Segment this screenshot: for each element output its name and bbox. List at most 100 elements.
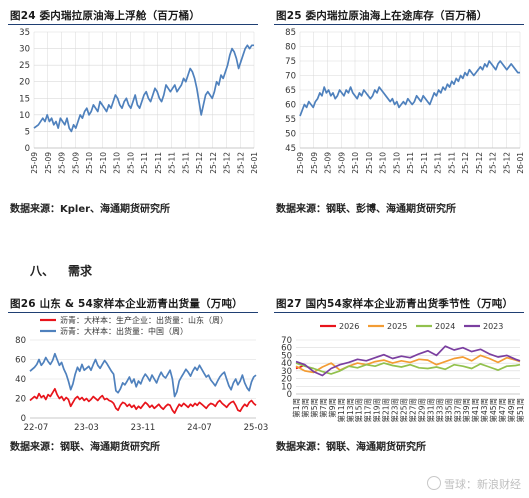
- y-tick-label: 20: [281, 375, 292, 385]
- x-tick-label: 第29周: [416, 398, 426, 423]
- x-tick-label: 第19周: [372, 398, 382, 423]
- x-tick-label: 第25周: [399, 398, 409, 423]
- x-tick-label: 第11周: [336, 398, 346, 423]
- x-tick-label: 第33周: [434, 398, 444, 423]
- watermark-text: 雪球：新浪财经: [444, 478, 521, 491]
- x-tick-label: 25-11: [447, 152, 456, 174]
- y-tick-label: 60: [285, 101, 296, 111]
- figure-title: 图24 委内瑞拉原油海上浮舱（百万桶）: [10, 10, 201, 22]
- title-rule: [8, 24, 258, 25]
- y-tick-label: 50: [285, 130, 296, 140]
- y-tick-label: 55: [285, 115, 296, 125]
- data-source: 数据来源：Kpler、海通期货研究所: [10, 204, 171, 215]
- figure-title: 图25 委内瑞拉原油海上在途库存（百万桶）: [276, 10, 488, 22]
- x-tick-label: 23-03: [74, 423, 99, 433]
- x-tick-label: 25-11: [140, 152, 149, 174]
- x-tick-label: 第31周: [425, 398, 435, 423]
- x-tick-label: 25-09: [310, 152, 319, 174]
- x-tick-label: 25-12: [475, 152, 484, 174]
- y-tick-label: 20: [19, 78, 30, 88]
- x-tick-label: 25-10: [126, 152, 135, 174]
- legend-label: 2023: [483, 322, 503, 331]
- series-line: [299, 60, 520, 117]
- y-tick-label: 60: [281, 344, 292, 354]
- watermark: 雪球：新浪财经: [427, 476, 521, 492]
- x-tick-label: 25-12: [502, 152, 511, 174]
- x-tick-label: 第3周: [300, 398, 310, 418]
- y-tick-label: 40: [15, 375, 26, 385]
- y-tick-label: 20: [15, 395, 26, 405]
- y-tick-label: 0: [21, 414, 26, 424]
- x-tick-label: 25-10: [379, 152, 388, 174]
- x-tick-label: 25-09: [296, 152, 305, 174]
- series-line: [295, 354, 521, 374]
- title-rule: [8, 312, 258, 313]
- x-tick-label: 25-12: [461, 152, 470, 174]
- x-tick-label: 第39周: [461, 398, 471, 423]
- y-tick-label: 15: [19, 94, 30, 104]
- y-tick-label: 30: [19, 45, 30, 55]
- x-tick-label: 第13周: [345, 398, 355, 423]
- y-tick-label: 75: [285, 57, 296, 67]
- x-tick-label: 25-11: [406, 152, 415, 174]
- x-tick-label: 25-11: [181, 152, 190, 174]
- y-tick-label: 45: [285, 144, 296, 154]
- x-tick-label: 第51周: [515, 398, 525, 423]
- x-tick-label: 25-10: [365, 152, 374, 174]
- x-tick-label: 25-11: [434, 152, 443, 174]
- y-tick-label: 80: [15, 336, 26, 346]
- x-tick-label: 23-11: [131, 423, 156, 433]
- x-tick-label: 第1周: [291, 398, 301, 418]
- x-tick-label: 第41周: [470, 398, 480, 423]
- x-tick-label: 第27周: [407, 398, 417, 423]
- x-tick-label: 第7周: [318, 398, 328, 418]
- series-line: [295, 345, 521, 377]
- x-tick-label: 第9周: [327, 398, 337, 418]
- y-tick-label: 60: [15, 356, 26, 366]
- x-tick-label: 25-12: [195, 152, 204, 174]
- x-tick-label: 第5周: [309, 398, 319, 418]
- legend-label: 2025: [387, 322, 407, 331]
- y-tick-label: 70: [281, 336, 292, 346]
- series-line: [295, 362, 521, 375]
- x-tick-label: 25-09: [337, 152, 346, 174]
- x-tick-label: 25-12: [489, 152, 498, 174]
- y-tick-label: 10: [281, 382, 292, 392]
- y-tick-label: 40: [281, 359, 292, 369]
- x-tick-label: 25-09: [324, 152, 333, 174]
- y-tick-label: 70: [285, 72, 296, 82]
- legend-label: 沥青：大样本：出货量：中国（周）: [60, 326, 188, 336]
- series-line: [29, 387, 257, 414]
- x-tick-label: 第49周: [506, 398, 516, 423]
- x-tick-label: 第37周: [452, 398, 462, 423]
- y-tick-label: 5: [25, 127, 30, 137]
- x-tick-label: 26-01: [516, 152, 525, 174]
- data-source: 数据来源：钢联、彭博、海通期货研究所: [276, 204, 456, 215]
- series-line: [29, 352, 257, 398]
- x-tick-label: 25-03: [244, 423, 269, 433]
- legend-label: 2024: [435, 322, 455, 331]
- x-tick-label: 第23周: [390, 398, 400, 423]
- x-tick-label: 第35周: [443, 398, 453, 423]
- title-rule: [274, 312, 524, 313]
- x-tick-label: 22-07: [24, 423, 49, 433]
- y-tick-label: 0: [25, 144, 30, 154]
- x-tick-label: 第17周: [363, 398, 373, 423]
- x-tick-label: 25-10: [392, 152, 401, 174]
- legend-label: 2026: [339, 322, 359, 331]
- y-tick-label: 50: [281, 351, 292, 361]
- y-tick-label: 30: [281, 367, 292, 377]
- x-tick-label: 第43周: [479, 398, 489, 423]
- chart-floating-storage: 0 5 10 15 20 25 30 35 25-09 25-09 25-09 25-09 25-10 2…: [19, 28, 259, 174]
- x-tick-label: 24-07: [187, 423, 212, 433]
- x-tick-label: 25-09: [44, 152, 53, 174]
- series-line: [33, 44, 254, 133]
- figure-title: 图26 山东 & 54家样本企业沥青出货量（万吨）: [10, 298, 243, 310]
- y-tick-label: 65: [285, 86, 296, 96]
- section-title: 需求: [68, 264, 93, 278]
- x-tick-label: 第15周: [354, 398, 364, 423]
- x-tick-label: 25-10: [113, 152, 122, 174]
- chart-shipments: 0 20 40 60 80 22-07 23-03 23-11 24-07 25-03 沥青：大样本…: [15, 315, 268, 433]
- legend-label: 沥青：大样本：生产企业：出货量：山东（周）: [60, 315, 228, 325]
